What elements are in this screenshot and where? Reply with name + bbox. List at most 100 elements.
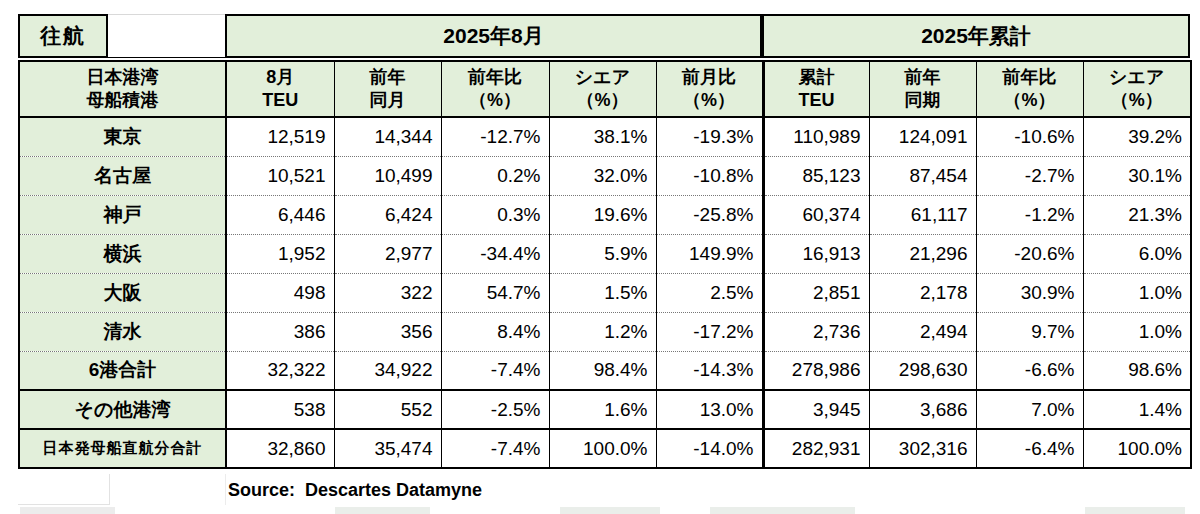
value-cell: 98.4% bbox=[549, 351, 656, 390]
column-header-cell: シエア（%） bbox=[549, 61, 656, 117]
value-cell: 302,316 bbox=[869, 429, 976, 468]
column-header-cell: 前月比（%） bbox=[656, 61, 763, 117]
value-cell: -17.2% bbox=[656, 312, 763, 351]
faint-gridline bbox=[225, 474, 226, 505]
value-cell: 85,123 bbox=[763, 156, 869, 195]
value-cell: 2,851 bbox=[763, 273, 869, 312]
column-header-cell: 前年比（%） bbox=[441, 61, 549, 117]
value-cell: 30.9% bbox=[976, 273, 1083, 312]
value-cell: -10.8% bbox=[656, 156, 763, 195]
value-cell: 1.0% bbox=[1083, 312, 1191, 351]
table-row-osaka: 大阪 498 322 54.7% 1.5% 2.5% 2,851 2,178 3… bbox=[19, 273, 1191, 312]
value-cell: 32,322 bbox=[226, 351, 334, 390]
value-cell: 6,424 bbox=[334, 195, 441, 234]
value-cell: 0.3% bbox=[441, 195, 549, 234]
value-cell: 2,736 bbox=[763, 312, 869, 351]
value-cell: 6.0% bbox=[1083, 234, 1191, 273]
value-cell: 3,945 bbox=[763, 390, 869, 429]
value-cell: 21,296 bbox=[869, 234, 976, 273]
value-cell: 278,986 bbox=[763, 351, 869, 390]
value-cell: -10.6% bbox=[976, 117, 1083, 156]
partial-next-row-cell bbox=[335, 507, 430, 514]
value-cell: -12.7% bbox=[441, 117, 549, 156]
value-cell: -7.4% bbox=[441, 351, 549, 390]
value-cell: 1.5% bbox=[549, 273, 656, 312]
column-header-cell: 8月TEU bbox=[226, 61, 334, 117]
direction-label: 往航 bbox=[18, 14, 108, 58]
value-cell: -25.8% bbox=[656, 195, 763, 234]
table-row-shimizu: 清水 386 356 8.4% 1.2% -17.2% 2,736 2,494 … bbox=[19, 312, 1191, 351]
port-name-cell: 清水 bbox=[19, 312, 226, 351]
value-cell: 538 bbox=[226, 390, 334, 429]
value-cell: -2.5% bbox=[441, 390, 549, 429]
value-cell: 16,913 bbox=[763, 234, 869, 273]
top-banner: 往航 2025年8月 2025年累計 bbox=[18, 14, 1190, 58]
value-cell: 2,178 bbox=[869, 273, 976, 312]
port-name-cell: 神戸 bbox=[19, 195, 226, 234]
header-row: 日本港湾 母船積港 8月TEU 前年同月 前年比（%） シエア（%） 前月比（%… bbox=[19, 61, 1191, 117]
port-name-cell: 日本発母船直航分合計 bbox=[19, 429, 226, 468]
value-cell: 386 bbox=[226, 312, 334, 351]
value-cell: 10,499 bbox=[334, 156, 441, 195]
value-cell: 35,474 bbox=[334, 429, 441, 468]
cumulative-section-title: 2025年累計 bbox=[762, 14, 1190, 58]
port-name-cell: 6港合計 bbox=[19, 351, 226, 390]
value-cell: 34,922 bbox=[334, 351, 441, 390]
value-cell: 61,117 bbox=[869, 195, 976, 234]
table-row-other-ports: その他港湾 538 552 -2.5% 1.6% 13.0% 3,945 3,6… bbox=[19, 390, 1191, 429]
value-cell: 7.0% bbox=[976, 390, 1083, 429]
value-cell: 498 bbox=[226, 273, 334, 312]
table-row-six-ports-total: 6港合計 32,322 34,922 -7.4% 98.4% -14.3% 27… bbox=[19, 351, 1191, 390]
port-name-cell: 東京 bbox=[19, 117, 226, 156]
partial-next-row-cell bbox=[20, 507, 115, 514]
port-name-cell: 横浜 bbox=[19, 234, 226, 273]
value-cell: -14.0% bbox=[656, 429, 763, 468]
source-note: Source: Descartes Datamyne bbox=[228, 474, 482, 506]
value-cell: 1.2% bbox=[549, 312, 656, 351]
empty-cell bbox=[18, 474, 110, 505]
value-cell: -20.6% bbox=[976, 234, 1083, 273]
value-cell: 3,686 bbox=[869, 390, 976, 429]
value-cell: 12,519 bbox=[226, 117, 334, 156]
value-cell: 38.1% bbox=[549, 117, 656, 156]
table-row-kobe: 神戸 6,446 6,424 0.3% 19.6% -25.8% 60,374 … bbox=[19, 195, 1191, 234]
value-cell: 1.0% bbox=[1083, 273, 1191, 312]
value-cell: -14.3% bbox=[656, 351, 763, 390]
table-row-japan-direct-total: 日本発母船直航分合計 32,860 35,474 -7.4% 100.0% -1… bbox=[19, 429, 1191, 468]
table-row-nagoya: 名古屋 10,521 10,499 0.2% 32.0% -10.8% 85,1… bbox=[19, 156, 1191, 195]
value-cell: 30.1% bbox=[1083, 156, 1191, 195]
value-cell: 282,931 bbox=[763, 429, 869, 468]
value-cell: 149.9% bbox=[656, 234, 763, 273]
value-cell: 5.9% bbox=[549, 234, 656, 273]
value-cell: 10,521 bbox=[226, 156, 334, 195]
row-header-line1: 日本港湾 bbox=[20, 66, 225, 89]
value-cell: 552 bbox=[334, 390, 441, 429]
value-cell: -19.3% bbox=[656, 117, 763, 156]
august-section-title: 2025年8月 bbox=[225, 14, 762, 58]
value-cell: 124,091 bbox=[869, 117, 976, 156]
value-cell: -34.4% bbox=[441, 234, 549, 273]
value-cell: 2,494 bbox=[869, 312, 976, 351]
partial-next-row-cell bbox=[710, 507, 855, 514]
row-header-line2: 母船積港 bbox=[20, 89, 225, 112]
row-header-cell: 日本港湾 母船積港 bbox=[19, 61, 226, 117]
value-cell: 100.0% bbox=[549, 429, 656, 468]
value-cell: 322 bbox=[334, 273, 441, 312]
value-cell: 8.4% bbox=[441, 312, 549, 351]
value-cell: 110,989 bbox=[763, 117, 869, 156]
value-cell: -1.2% bbox=[976, 195, 1083, 234]
port-name-cell: 名古屋 bbox=[19, 156, 226, 195]
teu-report: 往航 2025年8月 2025年累計 日本港湾 母船積港 8月TEU 前年同月 bbox=[0, 0, 1200, 514]
column-header-cell: 累計TEU bbox=[763, 61, 869, 117]
partial-next-row-cell bbox=[560, 507, 660, 514]
value-cell: 298,630 bbox=[869, 351, 976, 390]
value-cell: 21.3% bbox=[1083, 195, 1191, 234]
value-cell: -2.7% bbox=[976, 156, 1083, 195]
value-cell: 32.0% bbox=[549, 156, 656, 195]
value-cell: 2.5% bbox=[656, 273, 763, 312]
value-cell: 6,446 bbox=[226, 195, 334, 234]
value-cell: 356 bbox=[334, 312, 441, 351]
column-header-cell: シエア（%） bbox=[1083, 61, 1191, 117]
value-cell: 19.6% bbox=[549, 195, 656, 234]
value-cell: 87,454 bbox=[869, 156, 976, 195]
